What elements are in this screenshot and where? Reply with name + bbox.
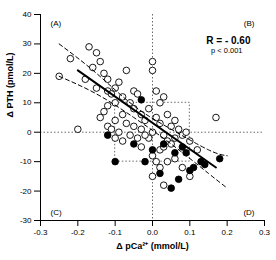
svg-text:(C): (C) (51, 208, 62, 217)
svg-text:0.1: 0.1 (184, 228, 196, 237)
svg-text:-20: -20 (20, 187, 32, 196)
svg-text:0.3: 0.3 (259, 228, 271, 237)
svg-text:p < 0.001: p < 0.001 (211, 46, 243, 55)
svg-text:40: 40 (23, 10, 32, 19)
svg-text:0.2: 0.2 (222, 228, 234, 237)
svg-text:-30: -30 (20, 216, 32, 225)
svg-text:Δ PTH (pmol/L): Δ PTH (pmol/L) (5, 53, 15, 118)
svg-text:20: 20 (23, 69, 32, 78)
svg-text:0: 0 (27, 128, 32, 137)
svg-text:30: 30 (23, 39, 32, 48)
svg-text:-0.2: -0.2 (71, 228, 85, 237)
svg-text:(A): (A) (51, 19, 62, 28)
svg-text:(B): (B) (244, 19, 255, 28)
svg-text:0.0: 0.0 (147, 228, 159, 237)
svg-text:Δ pCa²⁺ (mmol/L): Δ pCa²⁺ (mmol/L) (116, 241, 188, 251)
svg-text:(D): (D) (243, 208, 254, 217)
svg-text:R = - 0.60: R = - 0.60 (206, 35, 251, 46)
svg-text:-10: -10 (20, 157, 32, 166)
svg-text:10: 10 (23, 98, 32, 107)
svg-text:-0.3: -0.3 (34, 228, 48, 237)
svg-text:-0.1: -0.1 (108, 228, 122, 237)
